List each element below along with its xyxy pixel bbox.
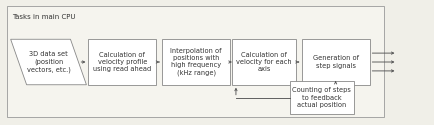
Text: Calculation of
velocity for each
axis: Calculation of velocity for each axis [236, 52, 291, 72]
Text: Interpolation of
positions with
high frequency
(kHz range): Interpolation of positions with high fre… [170, 48, 221, 76]
Bar [88, 39, 156, 85]
Text: Calculation of
velocity profile
using read ahead: Calculation of velocity profile using re… [93, 52, 151, 72]
Polygon shape [11, 39, 86, 85]
Text: Generation of
step signals: Generation of step signals [312, 55, 358, 69]
Bar [289, 81, 353, 114]
Bar [162, 39, 230, 85]
Bar [7, 6, 384, 117]
Bar [301, 39, 368, 85]
Text: Tasks in main CPU: Tasks in main CPU [12, 14, 75, 20]
Text: 3D data set
(position
vectors, etc.): 3D data set (position vectors, etc.) [26, 51, 70, 73]
Bar [231, 39, 295, 85]
Text: Counting of steps
to feedback
actual position: Counting of steps to feedback actual pos… [292, 87, 350, 108]
